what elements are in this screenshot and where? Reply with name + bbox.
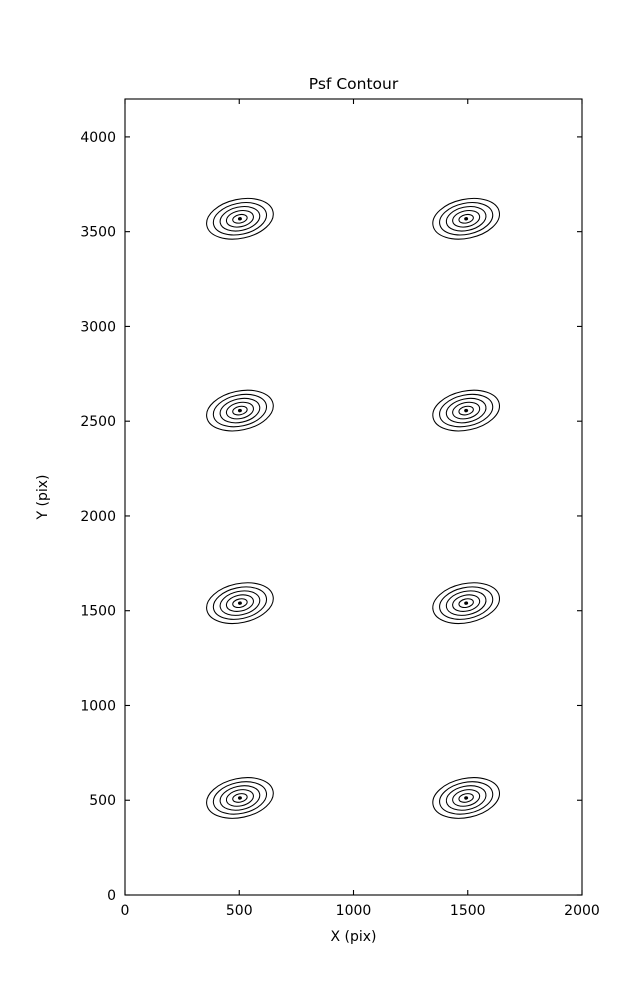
contour-level-4 bbox=[439, 202, 494, 236]
contour-level-1 bbox=[232, 793, 248, 803]
contour-level-5 bbox=[432, 777, 501, 819]
contour-peak-marker bbox=[464, 601, 469, 605]
contour-level-1 bbox=[458, 598, 474, 609]
y-tick-label: 2000 bbox=[80, 509, 116, 525]
y-tick-label: 0 bbox=[107, 888, 116, 904]
contour-level-5 bbox=[432, 197, 501, 240]
y-tick-label: 3500 bbox=[80, 225, 116, 241]
psf-source-contour bbox=[206, 197, 274, 240]
contour-level-1 bbox=[458, 405, 474, 416]
contour-level-5 bbox=[432, 582, 501, 625]
contour-level-2 bbox=[452, 401, 481, 420]
contour-level-4 bbox=[212, 586, 268, 620]
contour-level-2 bbox=[452, 789, 481, 807]
contour-peak-marker bbox=[237, 796, 242, 800]
contour-level-5 bbox=[432, 389, 501, 432]
y-tick-label: 1000 bbox=[80, 698, 116, 714]
psf-source-contour bbox=[206, 389, 274, 432]
x-tick-label: 2000 bbox=[564, 903, 600, 919]
y-tick-label: 4000 bbox=[80, 130, 116, 146]
y-tick-label: 1500 bbox=[80, 604, 116, 620]
contour-level-1 bbox=[232, 213, 248, 224]
contour-level-4 bbox=[212, 202, 268, 236]
psf-source-contour bbox=[206, 777, 274, 819]
contour-peak-marker bbox=[464, 796, 469, 800]
y-tick-label: 3000 bbox=[80, 319, 116, 335]
psf-source-contour bbox=[432, 197, 501, 240]
y-axis-ticks: 0 500 1000 1500 2000 2500 3000 3500 4000 bbox=[80, 130, 582, 904]
psf-source-contour bbox=[432, 777, 501, 819]
contour-level-2 bbox=[225, 209, 254, 228]
contour-level-2 bbox=[452, 594, 481, 612]
contour-level-3 bbox=[445, 590, 487, 616]
chart-title: Psf Contour bbox=[309, 75, 399, 93]
plot-area-background bbox=[125, 99, 582, 895]
contour-layer bbox=[206, 197, 501, 819]
y-axis-label: Y (pix) bbox=[35, 475, 51, 521]
contour-level-4 bbox=[439, 781, 494, 815]
contour-level-4 bbox=[439, 393, 494, 428]
contour-level-2 bbox=[225, 789, 254, 807]
psf-source-contour bbox=[432, 389, 501, 432]
contour-level-3 bbox=[219, 206, 261, 232]
x-axis-ticks: 0 500 1000 1500 2000 bbox=[121, 99, 600, 919]
y-tick-label: 2500 bbox=[80, 414, 116, 430]
psf-source-contour bbox=[432, 582, 501, 625]
contour-level-2 bbox=[452, 209, 481, 228]
contour-peak-marker bbox=[464, 217, 469, 221]
x-axis-label: X (pix) bbox=[330, 929, 376, 945]
contour-level-4 bbox=[212, 781, 268, 815]
contour-level-3 bbox=[219, 397, 261, 424]
psf-source-contour bbox=[206, 582, 274, 625]
contour-peak-marker bbox=[237, 601, 242, 605]
contour-level-4 bbox=[212, 393, 268, 428]
contour-level-3 bbox=[445, 785, 487, 811]
contour-level-2 bbox=[225, 401, 254, 420]
contour-peak-marker bbox=[237, 217, 242, 221]
contour-level-1 bbox=[458, 213, 474, 224]
contour-level-5 bbox=[206, 389, 274, 432]
contour-level-3 bbox=[219, 590, 261, 616]
contour-level-3 bbox=[219, 785, 261, 811]
x-tick-label: 1500 bbox=[450, 903, 486, 919]
contour-peak-marker bbox=[464, 408, 469, 413]
x-tick-label: 1000 bbox=[336, 903, 372, 919]
contour-level-5 bbox=[206, 582, 274, 625]
x-tick-label: 0 bbox=[121, 903, 130, 919]
contour-level-1 bbox=[458, 793, 474, 803]
contour-level-3 bbox=[445, 397, 487, 424]
contour-level-2 bbox=[225, 594, 254, 612]
contour-level-5 bbox=[206, 777, 274, 819]
contour-level-4 bbox=[439, 586, 494, 620]
contour-level-5 bbox=[206, 197, 274, 240]
x-tick-label: 500 bbox=[226, 903, 253, 919]
y-tick-label: 500 bbox=[89, 793, 116, 809]
contour-level-3 bbox=[445, 206, 487, 232]
contour-level-1 bbox=[232, 598, 248, 609]
contour-peak-marker bbox=[237, 408, 242, 413]
contour-level-1 bbox=[232, 405, 248, 416]
